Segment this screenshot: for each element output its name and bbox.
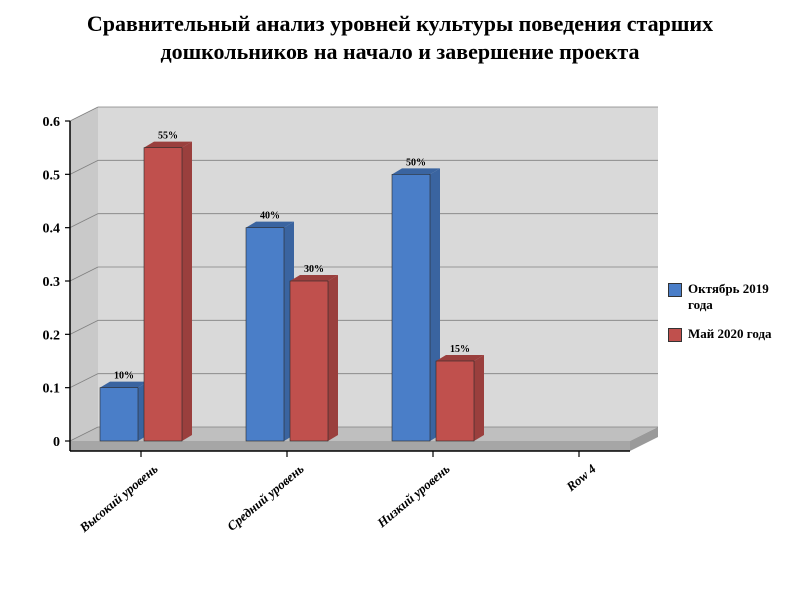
- legend-item-1: Май 2020 года: [668, 326, 788, 342]
- legend-item-0: Октябрь 2019 года: [668, 281, 788, 312]
- legend-swatch-0: [668, 283, 682, 297]
- svg-text:0.6: 0.6: [43, 115, 61, 130]
- svg-text:0.2: 0.2: [43, 328, 61, 343]
- legend-label-1: Май 2020 года: [688, 326, 772, 342]
- svg-text:10%: 10%: [114, 371, 134, 382]
- legend-label-0: Октябрь 2019 года: [688, 281, 788, 312]
- svg-text:0.3: 0.3: [43, 275, 61, 290]
- svg-text:30%: 30%: [304, 264, 324, 275]
- svg-text:0.1: 0.1: [43, 382, 61, 397]
- chart-area: 0 0.1 0.2 0.3 0.4 0.5 0.6 10% 55% 40% 30% 50% 15% Ок…: [0, 71, 800, 571]
- svg-text:55%: 55%: [158, 131, 178, 142]
- svg-text:40%: 40%: [260, 211, 280, 222]
- legend-swatch-1: [668, 328, 682, 342]
- svg-text:0: 0: [53, 435, 60, 450]
- svg-text:0.4: 0.4: [43, 222, 61, 237]
- svg-text:0.5: 0.5: [43, 168, 61, 183]
- svg-text:15%: 15%: [450, 344, 470, 355]
- legend: Октябрь 2019 года Май 2020 года: [668, 281, 788, 356]
- svg-text:50%: 50%: [406, 157, 426, 168]
- chart-title: Сравнительный анализ уровней культуры по…: [0, 0, 800, 71]
